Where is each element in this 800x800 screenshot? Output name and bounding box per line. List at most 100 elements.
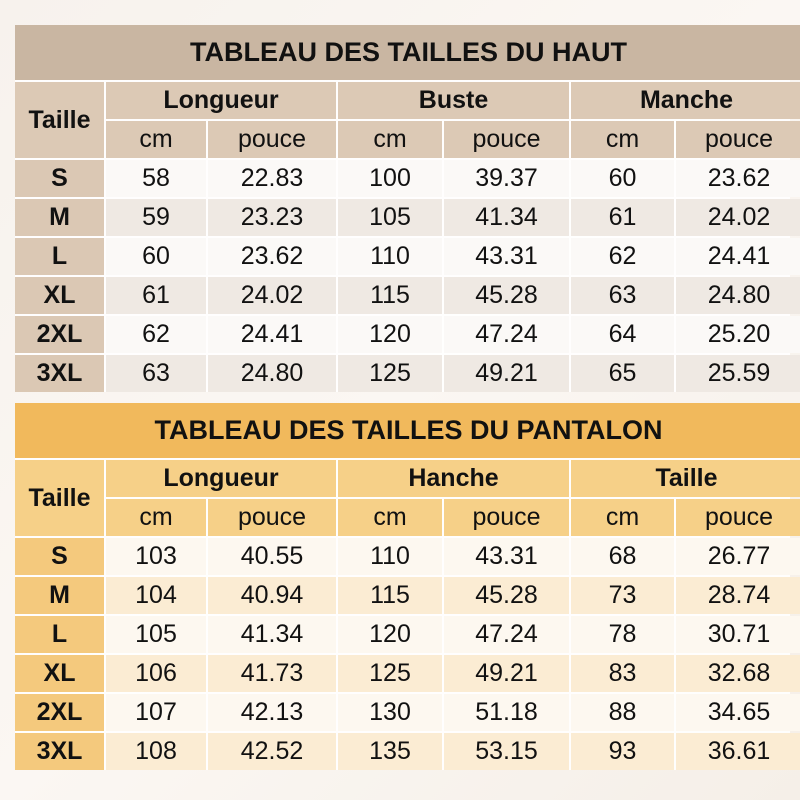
table-cell: 73 [571, 577, 674, 614]
size-label: M [15, 199, 104, 236]
top-size-table: TABLEAU DES TAILLES DU HAUT Taille Longueu… [15, 25, 800, 392]
table-cell: 32.68 [676, 655, 800, 692]
size-label: XL [15, 277, 104, 314]
table-cell: 23.62 [676, 160, 800, 197]
size-label: L [15, 238, 104, 275]
table-cell: 30.71 [676, 616, 800, 653]
group-header: Longueur [106, 460, 336, 497]
table-cell: 60 [571, 160, 674, 197]
table-cell: 24.02 [208, 277, 336, 314]
table-cell: 39.37 [444, 160, 569, 197]
table-cell: 107 [106, 694, 206, 731]
table-cell: 125 [338, 655, 442, 692]
table-cell: 25.20 [676, 316, 800, 353]
table-cell: 43.31 [444, 238, 569, 275]
table-cell: 65 [571, 355, 674, 392]
table-cell: 106 [106, 655, 206, 692]
group-header: Manche [571, 82, 800, 119]
table-cell: 40.94 [208, 577, 336, 614]
table-cell: 23.23 [208, 199, 336, 236]
size-label: 3XL [15, 733, 104, 770]
group-header: Buste [338, 82, 569, 119]
size-label: M [15, 577, 104, 614]
table-cell: 24.41 [208, 316, 336, 353]
table-cell: 58 [106, 160, 206, 197]
table-cell: 110 [338, 238, 442, 275]
group-header: Hanche [338, 460, 569, 497]
table-cell: 22.83 [208, 160, 336, 197]
table-cell: 62 [106, 316, 206, 353]
pants-size-table: TABLEAU DES TAILLES DU PANTALON Taille Lon… [15, 403, 800, 770]
table-cell: 63 [106, 355, 206, 392]
size-label: 3XL [15, 355, 104, 392]
unit-header: cm [338, 121, 442, 158]
unit-header: pouce [208, 499, 336, 536]
unit-header: pouce [676, 499, 800, 536]
table-cell: 61 [106, 277, 206, 314]
unit-header: cm [106, 121, 206, 158]
table-cell: 105 [338, 199, 442, 236]
table-cell: 24.02 [676, 199, 800, 236]
table-cell: 108 [106, 733, 206, 770]
table-cell: 53.15 [444, 733, 569, 770]
table-cell: 105 [106, 616, 206, 653]
table-cell: 68 [571, 538, 674, 575]
table-cell: 41.34 [208, 616, 336, 653]
table-cell: 24.80 [208, 355, 336, 392]
table-cell: 115 [338, 577, 442, 614]
unit-header: pouce [444, 121, 569, 158]
table-cell: 42.52 [208, 733, 336, 770]
table-cell: 60 [106, 238, 206, 275]
table-cell: 120 [338, 616, 442, 653]
group-header: Longueur [106, 82, 336, 119]
size-column-header: Taille [15, 460, 104, 536]
table-cell: 45.28 [444, 577, 569, 614]
table-cell: 100 [338, 160, 442, 197]
size-label: S [15, 538, 104, 575]
table-cell: 63 [571, 277, 674, 314]
table-cell: 110 [338, 538, 442, 575]
table-cell: 26.77 [676, 538, 800, 575]
size-label: 2XL [15, 316, 104, 353]
table-cell: 130 [338, 694, 442, 731]
table-cell: 64 [571, 316, 674, 353]
unit-header: cm [338, 499, 442, 536]
table-cell: 49.21 [444, 355, 569, 392]
unit-header: pouce [444, 499, 569, 536]
table-cell: 93 [571, 733, 674, 770]
table-cell: 120 [338, 316, 442, 353]
unit-header: cm [571, 499, 674, 536]
table-cell: 40.55 [208, 538, 336, 575]
table-cell: 61 [571, 199, 674, 236]
unit-header: pouce [208, 121, 336, 158]
size-column-header: Taille [15, 82, 104, 158]
size-label: S [15, 160, 104, 197]
table-cell: 34.65 [676, 694, 800, 731]
group-header: Taille [571, 460, 800, 497]
size-label: XL [15, 655, 104, 692]
size-label: 2XL [15, 694, 104, 731]
table-cell: 45.28 [444, 277, 569, 314]
table-cell: 88 [571, 694, 674, 731]
table-cell: 25.59 [676, 355, 800, 392]
table-cell: 42.13 [208, 694, 336, 731]
table-cell: 28.74 [676, 577, 800, 614]
unit-header: cm [571, 121, 674, 158]
unit-header: pouce [676, 121, 800, 158]
table-cell: 78 [571, 616, 674, 653]
unit-header: cm [106, 499, 206, 536]
table-cell: 47.24 [444, 316, 569, 353]
table-cell: 41.34 [444, 199, 569, 236]
size-label: L [15, 616, 104, 653]
table-cell: 23.62 [208, 238, 336, 275]
table-cell: 43.31 [444, 538, 569, 575]
table-cell: 115 [338, 277, 442, 314]
table-cell: 36.61 [676, 733, 800, 770]
table-cell: 135 [338, 733, 442, 770]
table-cell: 49.21 [444, 655, 569, 692]
table-cell: 83 [571, 655, 674, 692]
table-cell: 62 [571, 238, 674, 275]
table-cell: 24.80 [676, 277, 800, 314]
table-cell: 24.41 [676, 238, 800, 275]
table-cell: 41.73 [208, 655, 336, 692]
